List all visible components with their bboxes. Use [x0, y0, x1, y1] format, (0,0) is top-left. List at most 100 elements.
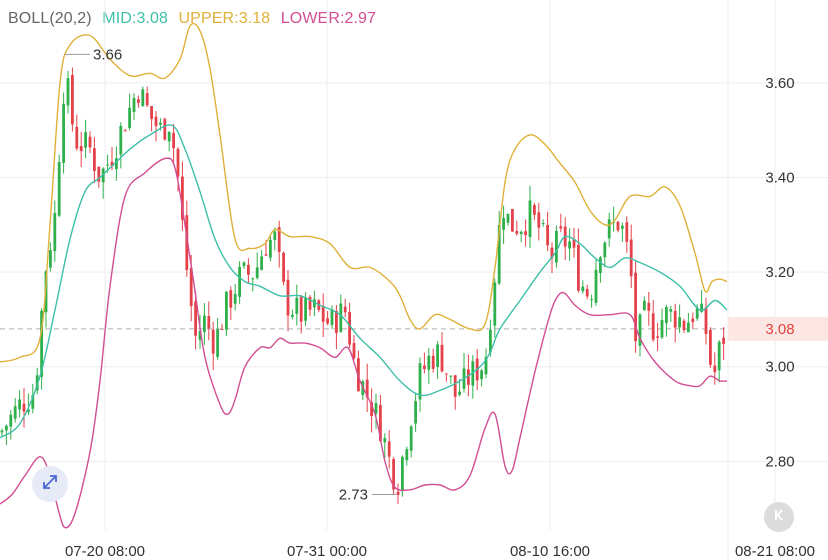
expand-chart-button[interactable]: [32, 466, 68, 502]
candle: [585, 284, 589, 300]
candle: [97, 166, 101, 188]
candle-body: [665, 306, 668, 324]
candle: [13, 397, 17, 423]
candle: [321, 293, 325, 338]
candle-body: [62, 103, 65, 163]
candle: [660, 308, 664, 340]
candle-body: [603, 242, 607, 258]
candle: [445, 373, 448, 382]
candle: [194, 290, 197, 350]
candle-body: [84, 132, 87, 148]
candle: [511, 208, 514, 232]
candle: [440, 332, 444, 373]
candle: [431, 348, 435, 373]
candle-body: [40, 310, 43, 377]
candle: [528, 185, 532, 248]
candle-body: [392, 459, 395, 490]
candle-body: [418, 363, 422, 400]
candle: [277, 220, 281, 268]
candle: [607, 212, 611, 247]
candle-body: [365, 379, 369, 398]
chart-annotations: 3.66 2.73: [65, 46, 396, 504]
candle-body: [22, 403, 26, 412]
candle: [524, 219, 527, 247]
candle: [555, 225, 558, 268]
candle-body: [220, 328, 224, 330]
x-tick-label: 08-21 08:00: [735, 543, 815, 560]
candle: [427, 348, 431, 385]
candle: [216, 317, 219, 360]
candle: [0, 428, 4, 437]
candle: [497, 211, 501, 286]
candle: [269, 234, 272, 262]
candle-body: [321, 305, 325, 322]
mid-value-label: MID:3.08: [102, 10, 168, 27]
candle: [616, 220, 620, 233]
candle-body: [541, 223, 545, 225]
candle-body: [660, 319, 664, 338]
candle-body: [704, 307, 708, 334]
y-tick-label: 3.00: [765, 359, 794, 376]
candle-body: [445, 373, 448, 375]
candle-body: [326, 318, 329, 324]
candle: [273, 227, 277, 251]
candle: [242, 261, 246, 269]
candle-body: [621, 225, 624, 229]
candle-body: [458, 391, 461, 395]
candle-body: [607, 219, 611, 239]
candle: [295, 284, 299, 326]
candle: [629, 224, 633, 289]
candle: [704, 297, 708, 345]
candle: [449, 375, 453, 385]
candle-body: [198, 330, 202, 340]
candle-body: [57, 162, 61, 216]
candle: [638, 313, 642, 357]
candle: [255, 252, 259, 280]
scroll-back-button[interactable]: [764, 502, 794, 532]
candle: [480, 368, 483, 387]
candle-body: [132, 97, 136, 112]
candle-body: [308, 296, 312, 310]
candle-body: [656, 336, 659, 338]
lower-band-line: [0, 157, 728, 529]
candle: [621, 222, 624, 242]
candle-body: [387, 441, 391, 457]
candle-body: [638, 314, 642, 346]
candle: [665, 304, 668, 337]
candle: [247, 258, 250, 284]
candle-body: [339, 303, 343, 332]
current-price-tag: [728, 316, 828, 341]
candle: [88, 131, 92, 154]
candle-body: [242, 262, 246, 267]
low-label: 2.73: [339, 487, 368, 504]
candle: [713, 352, 717, 385]
candle: [62, 92, 65, 174]
candle-body: [137, 99, 140, 103]
candle: [484, 348, 488, 379]
candle: [57, 154, 61, 218]
candle: [115, 146, 118, 181]
candle: [678, 304, 681, 334]
candle: [137, 95, 140, 108]
candle-body: [568, 241, 571, 249]
lower-value-label: LOWER:2.97: [280, 10, 377, 27]
candle-body: [629, 239, 633, 277]
candle-body: [5, 425, 8, 431]
candle-body: [154, 116, 158, 127]
candle-body: [277, 227, 281, 252]
candle: [343, 298, 347, 318]
candle: [502, 205, 505, 245]
candle: [462, 352, 466, 393]
candle-body: [93, 148, 96, 171]
candle: [409, 424, 413, 458]
candle-body: [247, 264, 250, 275]
candle-body: [119, 125, 123, 155]
candlesticks: [0, 67, 725, 504]
candle: [365, 363, 369, 412]
candle: [181, 161, 184, 231]
candle: [471, 355, 475, 399]
candle-body: [590, 299, 593, 301]
candle-body: [528, 200, 532, 237]
candle: [599, 255, 602, 283]
